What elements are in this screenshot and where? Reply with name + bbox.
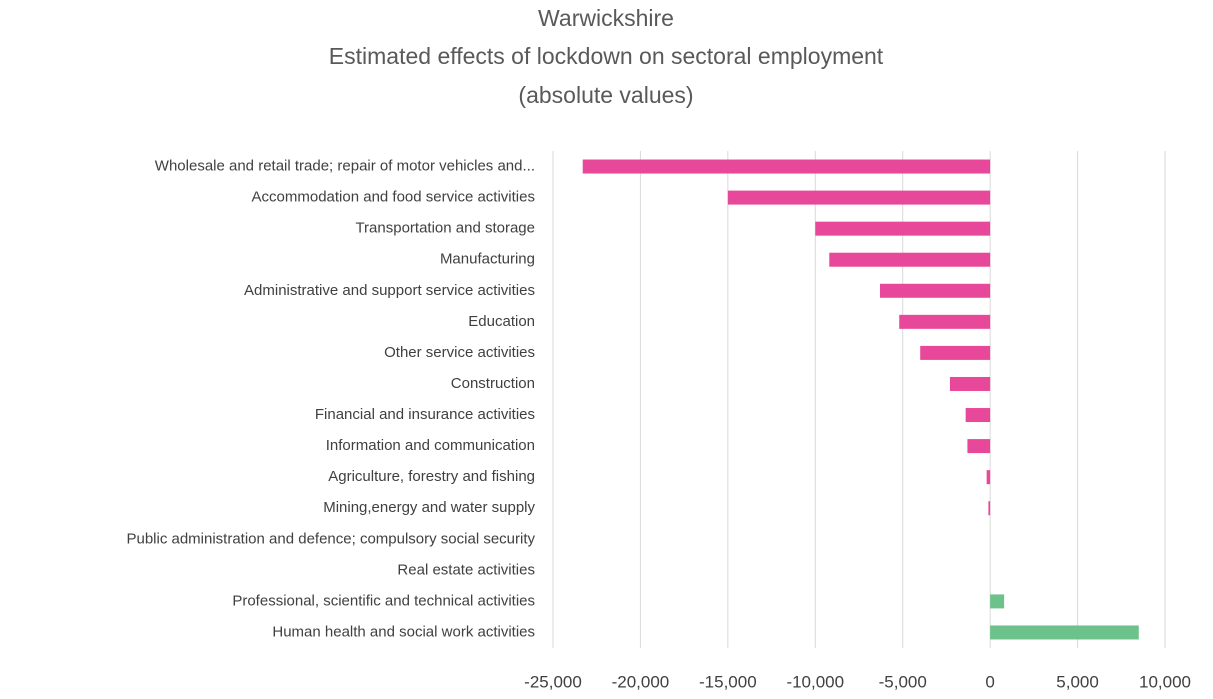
- bar: [727, 190, 991, 205]
- y-tick-label: Information and communication: [326, 437, 535, 454]
- y-tick-label: Manufacturing: [440, 251, 535, 268]
- y-tick-label: Professional, scientific and technical a…: [232, 592, 535, 609]
- y-tick-label: Other service activities: [384, 344, 535, 361]
- x-tick-label: -25,000: [524, 672, 582, 691]
- bar: [967, 439, 991, 454]
- x-tick-label: 0: [985, 672, 994, 691]
- x-tick-label: -5,000: [879, 672, 927, 691]
- y-tick-label: Human health and social work activities: [272, 623, 535, 640]
- x-tick-label: -20,000: [612, 672, 670, 691]
- y-tick-label: Transportation and storage: [355, 220, 535, 237]
- bar: [988, 501, 991, 516]
- bar: [965, 408, 991, 423]
- chart-title: Warwickshire: [538, 5, 674, 31]
- y-tick-label: Accommodation and food service activitie…: [252, 189, 535, 206]
- bar: [815, 221, 991, 236]
- y-tick-label: Mining,energy and water supply: [323, 499, 535, 516]
- chart-title: (absolute values): [518, 82, 693, 108]
- x-tick-label: -10,000: [786, 672, 844, 691]
- y-tick-label: Construction: [451, 375, 535, 392]
- y-tick-label: Agriculture, forestry and fishing: [328, 468, 535, 485]
- y-tick-label: Education: [468, 313, 535, 330]
- bar: [986, 470, 991, 485]
- y-tick-label: Wholesale and retail trade; repair of mo…: [155, 158, 535, 175]
- bar: [582, 159, 991, 174]
- chart-title: Estimated effects of lockdown on sectora…: [329, 43, 884, 69]
- x-tick-label: -15,000: [699, 672, 757, 691]
- bar: [920, 345, 991, 360]
- y-tick-label: Public administration and defence; compu…: [126, 530, 535, 547]
- bar: [899, 314, 991, 329]
- bar: [829, 252, 991, 267]
- bar: [949, 376, 991, 391]
- x-tick-label: 10,000: [1139, 672, 1191, 691]
- x-tick-label: 5,000: [1056, 672, 1099, 691]
- bar: [879, 283, 991, 298]
- bar: [990, 625, 1139, 640]
- y-tick-label: Real estate activities: [397, 561, 535, 578]
- bar: [990, 594, 1005, 609]
- y-tick-label: Administrative and support service activ…: [244, 282, 535, 299]
- y-tick-label: Financial and insurance activities: [315, 406, 535, 423]
